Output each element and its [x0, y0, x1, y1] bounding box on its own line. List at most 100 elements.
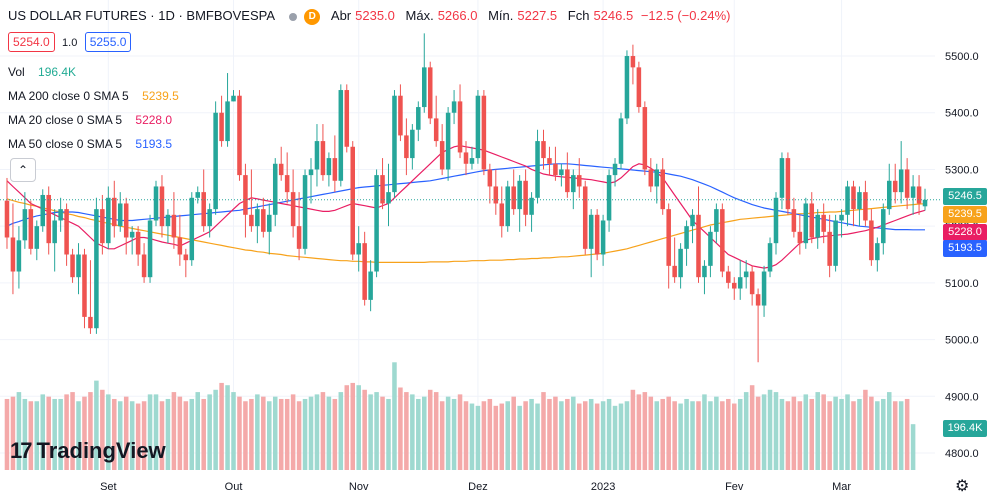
candle-body — [177, 237, 183, 255]
candle-body — [117, 203, 123, 227]
candle-body — [58, 209, 63, 221]
y-tick-label: 5100.0 — [945, 278, 979, 290]
close-label: Fch — [567, 8, 590, 23]
candle-body — [731, 282, 737, 289]
volume-bar — [308, 396, 314, 470]
volume-bar — [785, 401, 791, 470]
candle-body — [94, 209, 99, 329]
volume-bar — [654, 401, 660, 470]
volume-bar — [82, 396, 87, 470]
candle-body — [213, 112, 218, 210]
candle-body — [869, 220, 874, 261]
candle-body — [141, 254, 147, 278]
volume-bar — [320, 392, 326, 470]
volume-bar — [398, 387, 403, 470]
candle-body — [487, 169, 493, 187]
indicator-volume[interactable]: Vol 196.4K — [8, 65, 80, 79]
candle-body — [737, 277, 743, 289]
y-tick-label: 5500.0 — [945, 51, 979, 63]
candle-body — [696, 214, 701, 278]
candle-body — [761, 271, 767, 306]
candle-body — [427, 67, 433, 119]
volume-bar — [374, 392, 379, 470]
volume-bar — [58, 398, 63, 470]
change-value: −12.5 (−0.24%) — [640, 8, 731, 23]
volume-bar — [559, 401, 564, 470]
candle-body — [541, 141, 546, 159]
candle-body — [767, 243, 773, 272]
volume-bar — [803, 394, 809, 470]
candle-body — [147, 220, 153, 278]
sell-button[interactable]: 5254.0 — [8, 32, 55, 52]
candle-body — [272, 163, 278, 215]
candle-body — [380, 175, 385, 204]
candle-body — [129, 231, 135, 238]
candle-body — [106, 197, 111, 244]
candle-body — [153, 186, 159, 221]
candle-body — [76, 254, 81, 278]
candle-body — [505, 186, 510, 227]
candle-body — [10, 237, 16, 272]
candle-body — [70, 254, 75, 278]
volume-bar — [487, 398, 493, 470]
volume-bar — [237, 396, 242, 470]
x-tick-label: 2023 — [591, 481, 615, 493]
symbol-title[interactable]: US DOLLAR FUTURES · 1D · BMFBOVESPA — [8, 8, 276, 23]
volume-bar — [475, 405, 481, 470]
volume-bar — [386, 398, 391, 470]
volume-bar — [660, 398, 665, 470]
candle-body — [16, 240, 22, 272]
candle-body — [499, 203, 505, 227]
volume-tag: 196.4K — [943, 420, 987, 437]
indicator-ma50[interactable]: MA 50 close 0 SMA 5 5193.5 — [8, 137, 176, 151]
candle-body — [833, 220, 838, 266]
candle-body — [171, 214, 177, 238]
candle-body — [684, 226, 689, 249]
candle-body — [559, 169, 564, 176]
tv-logo-icon: 17 — [10, 438, 33, 463]
candle-body — [553, 163, 558, 176]
indicator-value: 196.4K — [38, 65, 77, 79]
ma20-price-tag: 5228.0 — [943, 224, 987, 241]
y-tick-label: 5300.0 — [945, 164, 979, 176]
volume-bar — [898, 401, 904, 470]
volume-bar — [243, 401, 248, 470]
candle-body — [511, 186, 516, 210]
candle-body — [672, 265, 677, 278]
volume-bar — [76, 401, 81, 470]
volume-bar — [147, 394, 153, 470]
candle-body — [755, 294, 761, 306]
candle-body — [34, 226, 40, 249]
volume-bar — [219, 382, 224, 470]
collapse-legend-button[interactable]: ⌃ — [10, 158, 36, 182]
buy-button[interactable]: 5255.0 — [84, 32, 132, 52]
indicator-ma200[interactable]: MA 200 close 0 SMA 5 5239.5 — [8, 89, 183, 103]
candle-body — [368, 271, 373, 300]
candle-body — [332, 158, 338, 181]
volume-bar — [416, 398, 421, 470]
candle-body — [374, 175, 379, 272]
volume-bar — [845, 394, 850, 470]
candle-body — [46, 194, 51, 244]
volume-bar — [225, 385, 230, 470]
tradingview-logo[interactable]: 17 TradingView — [10, 438, 166, 464]
volume-bar — [547, 398, 552, 470]
candle-body — [52, 220, 57, 244]
ma50-price-tag: 5193.5 — [943, 240, 987, 257]
volume-bar — [892, 401, 898, 470]
candle-body — [821, 214, 826, 232]
volume-bar — [427, 389, 433, 470]
x-tick-label: Mar — [832, 481, 851, 493]
candle-body — [135, 231, 141, 255]
volume-bar — [201, 398, 206, 470]
volume-bar — [565, 398, 570, 470]
candle-body — [201, 192, 206, 227]
gear-icon[interactable]: ⚙ — [955, 478, 970, 495]
volume-bar — [195, 392, 201, 470]
candle-body — [565, 169, 570, 193]
candle-body — [648, 169, 654, 187]
indicator-ma20[interactable]: MA 20 close 0 SMA 5 5228.0 — [8, 113, 176, 127]
candle-body — [642, 107, 648, 170]
candle-body — [183, 254, 189, 261]
